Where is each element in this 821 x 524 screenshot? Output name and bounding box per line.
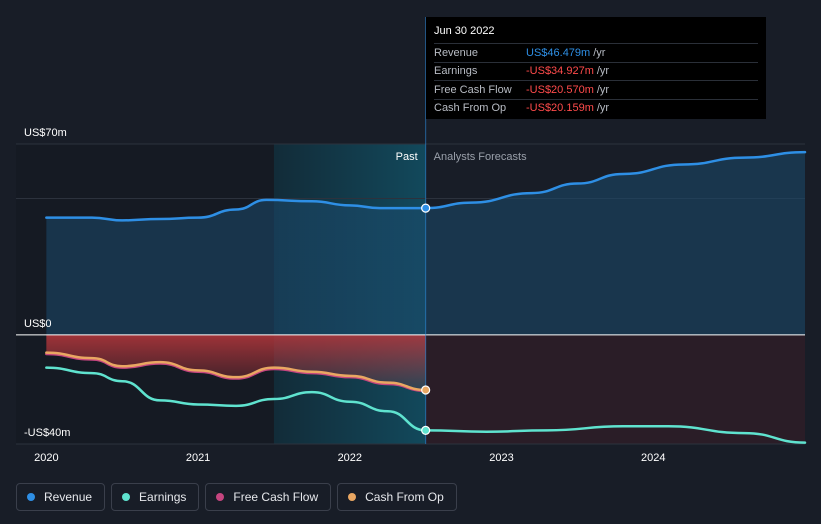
series-line-revenue-forecast [424,150,807,210]
tooltip-value: -US$20.570m [526,83,594,96]
series-line-earnings-forecast [424,425,807,444]
x-tick-label: 2022 [338,452,362,464]
legend-label: Revenue [44,490,93,504]
series-line-earnings [45,366,427,432]
legend-item-earnings[interactable]: Earnings [111,483,200,511]
legend-item-free-cash-flow[interactable]: Free Cash Flow [205,483,332,511]
marker-revenue [421,203,431,213]
marker-earnings [421,425,431,435]
series-line-revenue [45,198,427,222]
x-tick-label: 2023 [489,452,513,464]
tooltip-unit: /yr [593,46,606,59]
legend-label: Cash From Op [365,490,444,504]
tooltip-label: Free Cash Flow [434,83,512,96]
legend-label: Free Cash Flow [233,490,319,504]
negative-area [46,334,426,390]
y-tick-label: -US$40m [24,427,70,439]
legend-dot-icon [27,493,35,501]
forecast-label: Analysts Forecasts [434,151,527,163]
tooltip-unit: /yr [596,83,610,96]
legend-dot-icon [122,493,131,501]
tooltip-label: Revenue [434,46,479,59]
tooltip-label: Earnings [434,65,478,78]
legend-item-cash-from-op[interactable]: Cash From Op [337,483,457,511]
forecast-negative-background [425,334,805,444]
legend-dot-icon [216,493,225,501]
legend: Revenue Earnings Free Cash Flow Cash Fro… [16,483,457,513]
y-tick-label: US$70m [24,127,67,139]
x-tick-label: 2024 [641,452,665,464]
tooltip-value: -US$34.927m [526,65,594,78]
tooltip-row-revenue: Revenue US$46.479m /yr [434,43,758,62]
tooltip: Jun 30 2022 Revenue US$46.479m /yr Earni… [426,17,766,119]
legend-dot-icon [348,493,357,501]
tooltip-unit: /yr [596,65,610,78]
tooltip-date: Jun 30 2022 [434,25,495,37]
marker-cash-from-op [421,385,431,395]
tooltip-unit: /yr [596,102,610,115]
past-label: Past [396,151,418,163]
tooltip-value: US$46.479m [526,46,591,59]
series-line-cash-from-op [45,351,427,392]
legend-label: Earnings [139,490,187,504]
x-tick-label: 2020 [34,452,58,464]
tooltip-row-earnings: Earnings -US$34.927m /yr [434,61,758,81]
tooltip-value: -US$20.159m [526,102,594,115]
tooltip-row-cash-from-op: Cash From Op -US$20.159m /yr [434,98,758,118]
legend-item-revenue[interactable]: Revenue [16,483,106,511]
tooltip-row-free-cash-flow: Free Cash Flow -US$20.570m /yr [434,80,758,99]
tooltip-label: Cash From Op [434,102,507,115]
x-tick-label: 2021 [186,452,210,464]
y-tick-label: US$0 [24,318,52,330]
